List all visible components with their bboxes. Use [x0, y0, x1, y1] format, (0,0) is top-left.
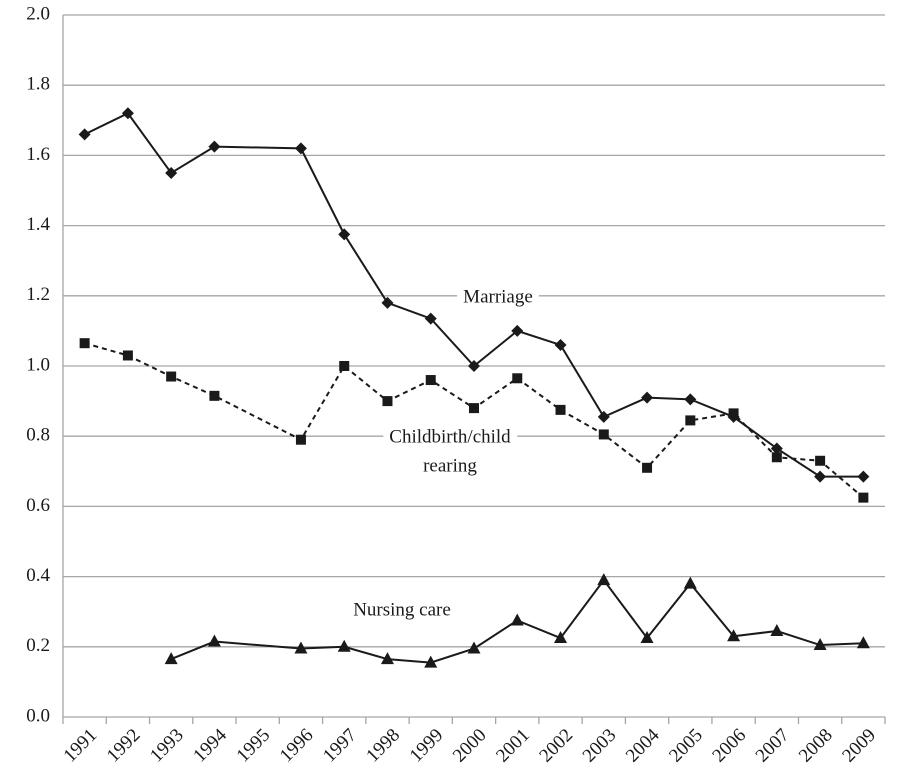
series-label: Nursing care — [353, 599, 451, 620]
point — [165, 166, 178, 179]
point — [166, 371, 177, 382]
point — [642, 462, 653, 473]
point — [770, 624, 784, 637]
point — [813, 638, 827, 651]
point — [338, 228, 351, 241]
point — [857, 470, 870, 483]
point — [554, 631, 568, 644]
point — [771, 452, 782, 463]
point — [814, 470, 827, 483]
point — [685, 415, 696, 426]
y-tick-label: 2.0 — [26, 3, 50, 24]
point — [469, 403, 479, 414]
x-tick-label: 2006 — [708, 725, 750, 767]
y-tick-label: 1.2 — [26, 284, 50, 305]
point — [122, 350, 133, 361]
point — [382, 396, 393, 407]
point — [598, 429, 609, 440]
point — [209, 390, 220, 401]
x-tick-label: 2005 — [665, 725, 707, 767]
x-tick-label: 1992 — [103, 725, 145, 767]
x-tick-label: 1995 — [233, 725, 275, 767]
x-tick-label: 1997 — [319, 725, 361, 767]
x-tick-label: 2007 — [752, 725, 794, 767]
series-label: Childbirth/child — [389, 426, 511, 447]
series-label: Marriage — [463, 286, 533, 307]
y-tick-label: 1.0 — [26, 354, 50, 375]
point — [425, 375, 436, 386]
point — [381, 296, 394, 309]
x-tick-label: 1991 — [60, 725, 102, 767]
point — [597, 410, 610, 423]
point — [770, 442, 783, 455]
point — [207, 634, 221, 647]
point — [295, 434, 306, 445]
point — [294, 142, 307, 155]
point — [856, 636, 870, 649]
label-bg — [457, 284, 539, 310]
y-tick-label: 1.6 — [26, 144, 50, 165]
label-bg — [383, 424, 518, 479]
point — [727, 629, 741, 642]
point — [424, 655, 438, 668]
point — [337, 639, 351, 652]
point — [121, 107, 134, 120]
point — [467, 641, 481, 654]
point — [728, 408, 739, 419]
point — [208, 140, 221, 153]
point — [294, 641, 308, 654]
point — [79, 338, 90, 349]
x-tick-label: 2009 — [838, 725, 880, 767]
x-tick-label: 1998 — [362, 725, 404, 767]
x-tick-label: 2003 — [579, 725, 621, 767]
point — [468, 360, 480, 372]
y-tick-label: 0.8 — [26, 425, 50, 446]
point — [511, 324, 524, 337]
y-tick-label: 0.0 — [26, 705, 50, 726]
x-tick-label: 1993 — [146, 725, 188, 767]
point — [641, 391, 654, 404]
point — [78, 128, 91, 141]
x-tick-label: 2004 — [622, 724, 664, 766]
point — [164, 652, 178, 665]
point — [684, 393, 697, 406]
x-tick-label: 2002 — [535, 725, 577, 767]
y-tick-label: 0.2 — [26, 635, 50, 656]
point — [424, 312, 437, 325]
point — [510, 613, 524, 626]
y-tick-label: 0.4 — [26, 565, 50, 586]
y-tick-label: 1.8 — [26, 74, 50, 95]
y-tick-label: 0.6 — [26, 495, 50, 516]
series-label: rearing — [423, 455, 477, 476]
point — [554, 338, 567, 351]
x-tick-label: 1994 — [189, 724, 231, 766]
point — [380, 652, 394, 665]
label-bg — [347, 597, 457, 623]
x-tick-label: 2000 — [449, 725, 491, 767]
point — [640, 631, 654, 644]
point — [858, 492, 869, 503]
series-line — [170, 578, 864, 664]
x-tick-label: 1999 — [406, 725, 448, 767]
x-tick-label: 1996 — [276, 725, 318, 767]
point — [597, 573, 611, 586]
x-tick-label: 2001 — [492, 725, 534, 767]
point — [512, 373, 523, 384]
series-line — [84, 112, 864, 478]
point — [339, 361, 350, 371]
x-tick-label: 2008 — [795, 725, 837, 767]
series-line — [84, 342, 865, 499]
point — [683, 576, 697, 589]
point — [555, 404, 566, 415]
y-tick-label: 1.4 — [26, 214, 50, 235]
point — [815, 455, 826, 466]
